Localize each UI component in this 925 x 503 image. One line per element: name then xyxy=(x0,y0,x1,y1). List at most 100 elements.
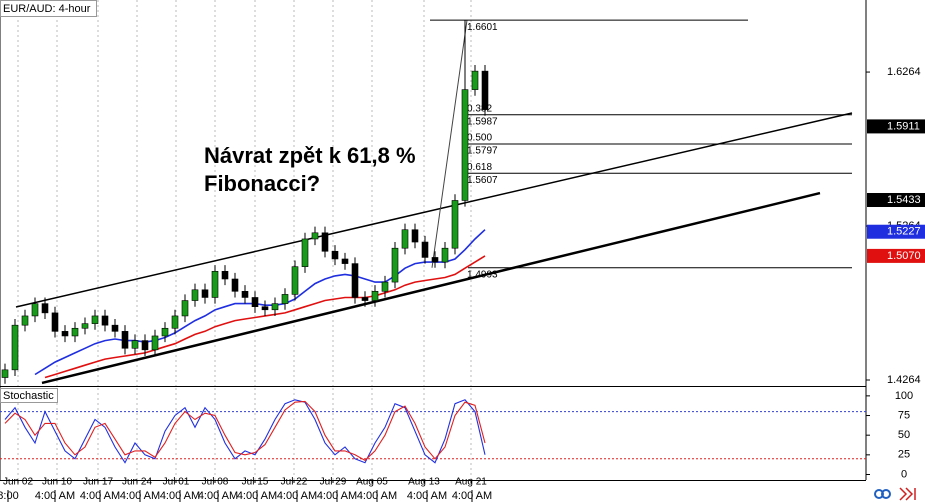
x-tick-label: 4:00 AM xyxy=(407,490,447,502)
candle-body xyxy=(141,340,149,351)
y-tick-label: 0 xyxy=(901,468,907,480)
candle-body xyxy=(51,312,59,332)
candle-body xyxy=(471,70,479,90)
candle-body xyxy=(251,297,259,308)
candle-body xyxy=(361,297,369,301)
candle-body xyxy=(281,294,289,304)
candle-body xyxy=(381,281,389,292)
trendline xyxy=(15,112,853,308)
toolbar-icons[interactable] xyxy=(874,487,916,501)
price-label: 1.5911 xyxy=(887,120,920,132)
candle-body xyxy=(131,340,139,349)
x-tick-label: 4:00 AM xyxy=(120,490,160,502)
candle-body xyxy=(151,335,159,351)
candle-body xyxy=(181,300,189,317)
candle-body xyxy=(201,289,209,298)
x-tick-label: Aug 05 xyxy=(356,477,388,488)
candle-body xyxy=(311,232,319,240)
y-tick-label: 100 xyxy=(895,390,913,402)
stochastic-line xyxy=(4,399,486,464)
candle-body xyxy=(321,232,329,252)
x-tick-label: 4:00 AM xyxy=(452,490,492,502)
candle-body xyxy=(121,331,129,349)
moving-average xyxy=(34,229,486,376)
fib-base xyxy=(431,20,468,268)
x-tick-label: Jun 02 xyxy=(3,477,33,488)
fib-price: 1.4993 xyxy=(467,269,498,280)
x-tick-label: 4:00 AM xyxy=(237,490,277,502)
chart-title: EUR/AUD: 4-hour xyxy=(3,3,91,15)
candle-body xyxy=(171,315,179,329)
x-tick-label: Jul 29 xyxy=(320,477,347,488)
candle-body xyxy=(211,270,219,298)
candle-body xyxy=(191,289,199,301)
candle-body xyxy=(271,303,279,311)
candle-body xyxy=(411,229,419,243)
price-label: 1.5227 xyxy=(887,226,921,238)
link-icon[interactable] xyxy=(881,489,891,499)
x-tick-label: 4:00 AM xyxy=(198,490,238,502)
x-tick-label: Jul 08 xyxy=(202,477,229,488)
price-label-box xyxy=(867,248,925,263)
price-label-box xyxy=(867,224,925,239)
stochastic-title-box xyxy=(0,388,58,403)
candle-body xyxy=(481,70,489,110)
candle-body xyxy=(81,323,89,329)
candle-body xyxy=(101,315,109,326)
x-tick-label: Aug 21 xyxy=(455,477,487,488)
candle-body xyxy=(461,89,469,201)
x-tick-label: 4:00 AM xyxy=(80,490,120,502)
candle-body xyxy=(61,331,69,337)
x-tick-label: 4:00 AM xyxy=(317,490,357,502)
candle-body xyxy=(21,315,29,326)
price-label-box xyxy=(867,193,925,208)
candle-body xyxy=(391,247,399,283)
stochastic-title: Stochastic xyxy=(3,390,54,402)
candle-body xyxy=(41,303,49,314)
candle-body xyxy=(431,257,439,263)
trendline xyxy=(41,191,821,385)
x-tick-label: Jun 24 xyxy=(122,477,152,488)
candle-body xyxy=(351,263,359,298)
x-tick-label: Jul 22 xyxy=(281,477,308,488)
candle-body xyxy=(31,303,39,317)
annotation: Návrat zpět k 61,8 % xyxy=(204,143,416,168)
y-tick-label: 75 xyxy=(898,409,910,421)
fib-price: 1.6601 xyxy=(467,22,498,33)
candle-body xyxy=(421,241,429,258)
x-tick-label: 4:00 AM xyxy=(160,490,200,502)
candle-body xyxy=(401,229,409,249)
title-box xyxy=(0,0,97,17)
candle-body xyxy=(291,266,299,295)
y-tick-label: 1.6264 xyxy=(887,66,921,78)
candle-body xyxy=(161,327,169,337)
scroll-icon[interactable] xyxy=(899,487,914,501)
x-tick-label: Jun 10 xyxy=(42,477,72,488)
fib-ratio: 0.382 xyxy=(467,103,492,114)
annotation: Fibonacci? xyxy=(204,171,320,196)
stochastic-line xyxy=(4,400,486,461)
candle-body xyxy=(241,291,249,298)
x-tick-label: 4:00 AM xyxy=(35,490,75,502)
candle-body xyxy=(111,324,119,332)
price-label: 1.5433 xyxy=(887,194,921,206)
y-tick-label: 50 xyxy=(898,429,910,441)
fib-price: 1.5797 xyxy=(467,146,498,157)
candle-body xyxy=(451,200,459,249)
candle-body xyxy=(231,278,239,292)
fib-price: 1.5987 xyxy=(467,116,498,127)
candle-body xyxy=(71,327,79,337)
candle-body xyxy=(341,258,349,264)
y-tick-label: 1.4264 xyxy=(887,374,921,386)
candle-body xyxy=(441,247,449,263)
candle-body xyxy=(11,324,19,371)
candle-body xyxy=(371,291,379,301)
x-tick-label: 8:00 xyxy=(0,490,19,502)
x-tick-label: Jun 17 xyxy=(83,477,113,488)
candle-body xyxy=(301,238,309,267)
fib-ratio: 0.618 xyxy=(467,162,492,173)
candle-body xyxy=(331,250,339,260)
y-tick-label: 25 xyxy=(898,449,910,461)
fib-price: 1.5607 xyxy=(467,175,498,186)
